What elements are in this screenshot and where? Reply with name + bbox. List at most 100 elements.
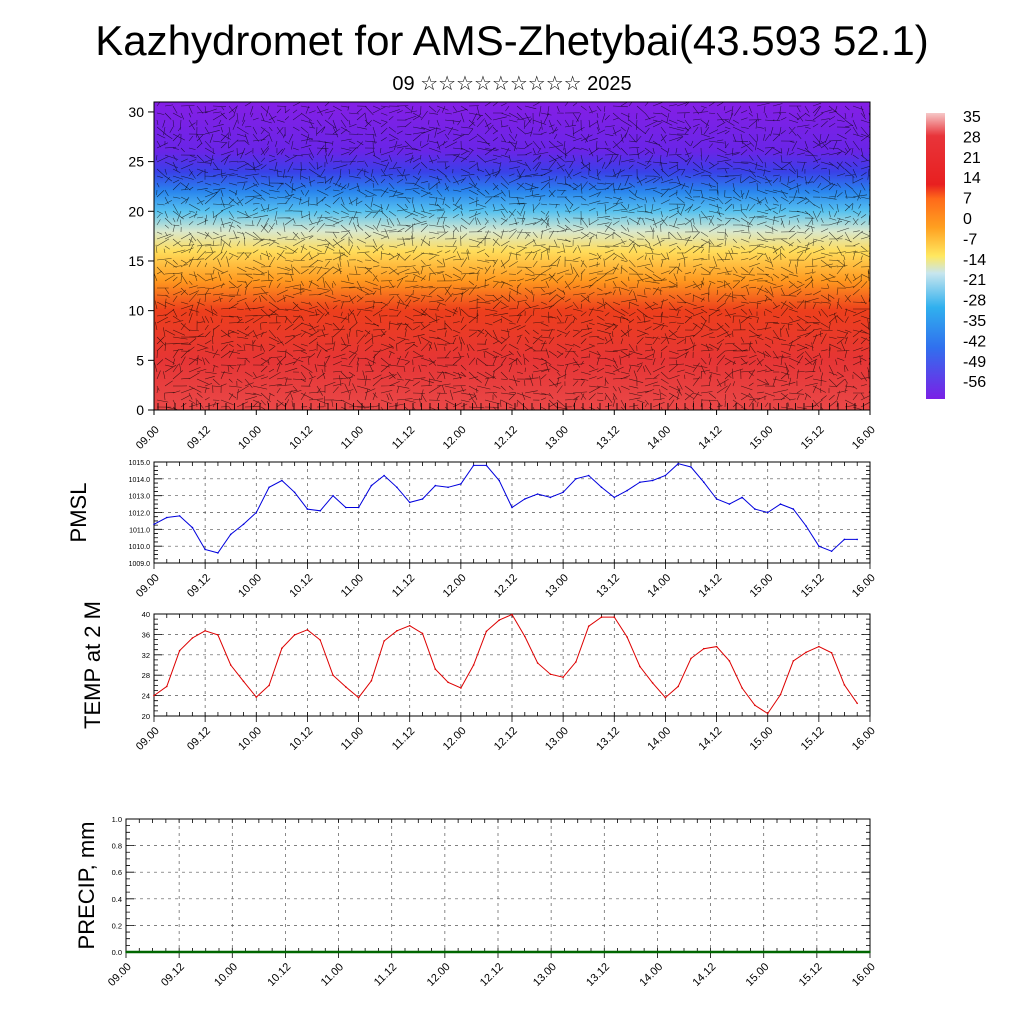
data-point bbox=[434, 668, 437, 670]
x-tick-label: 13.12 bbox=[594, 725, 622, 753]
y-tick-label: 0.4 bbox=[112, 895, 122, 904]
y-tick-label: 1009.0 bbox=[129, 561, 151, 568]
data-point bbox=[792, 508, 795, 510]
data-point bbox=[536, 662, 539, 664]
data-point bbox=[754, 704, 756, 707]
data-point bbox=[268, 684, 270, 687]
data-point bbox=[524, 498, 526, 500]
colorbar-label: 14 bbox=[963, 170, 981, 187]
x-tick-label: 12.12 bbox=[478, 961, 506, 989]
data-point bbox=[779, 503, 782, 505]
data-point bbox=[434, 484, 437, 487]
wind-vectors bbox=[154, 102, 870, 410]
data-point bbox=[498, 479, 501, 482]
data-point bbox=[421, 632, 424, 635]
y-tick-label: 0.0 bbox=[112, 948, 122, 957]
cross-section-y-axis: 0 5 10 15 20 25 30 bbox=[128, 104, 154, 418]
data-point bbox=[651, 682, 654, 684]
colorbar-label: -14 bbox=[963, 252, 986, 269]
cross-section-x-axis: 09.00 09.12 10.00 10.12 11.00 11.12 12.00 12.12… bbox=[134, 410, 878, 452]
x-tick-label: 10.00 bbox=[236, 424, 264, 452]
data-point bbox=[818, 545, 820, 547]
data-point bbox=[741, 496, 743, 499]
surface-heat-cells bbox=[162, 350, 852, 410]
x-tick-label: 12.00 bbox=[441, 725, 469, 753]
y-tick-label: 0.2 bbox=[112, 921, 122, 930]
data-point bbox=[575, 661, 577, 663]
x-tick-label: 14.12 bbox=[696, 572, 724, 600]
data-point bbox=[511, 506, 513, 509]
colorbar-label: -49 bbox=[963, 354, 986, 371]
x-tick-label: 10.00 bbox=[236, 725, 264, 753]
data-point bbox=[715, 645, 718, 648]
colorbar-label: 0 bbox=[963, 211, 972, 228]
colorbar-label: -7 bbox=[963, 231, 977, 248]
x-tick-label: 13.00 bbox=[531, 961, 559, 989]
y-tick-label: 32 bbox=[142, 651, 150, 660]
x-tick-label: 12.00 bbox=[441, 572, 469, 600]
x-tick-label: 11.00 bbox=[339, 725, 366, 752]
data-point bbox=[754, 508, 756, 510]
x-tick-label: 12.12 bbox=[492, 725, 520, 753]
data-point bbox=[587, 625, 590, 627]
x-tick-label: 10.12 bbox=[265, 961, 293, 989]
y-tick-label: 20 bbox=[128, 203, 144, 219]
x-tick-label: 15.12 bbox=[799, 725, 827, 753]
data-point bbox=[805, 525, 807, 527]
x-tick-label: 09.00 bbox=[134, 725, 162, 753]
data-point bbox=[498, 619, 501, 621]
x-tick-label: 14.00 bbox=[637, 961, 665, 989]
x-tick-label: 11.12 bbox=[390, 725, 417, 752]
data-point bbox=[460, 687, 462, 689]
x-tick-label: 15.00 bbox=[744, 961, 772, 989]
y-tick-label: 36 bbox=[142, 630, 150, 639]
x-tick-label: 14.12 bbox=[690, 961, 718, 989]
data-point bbox=[600, 486, 603, 489]
data-point bbox=[651, 479, 654, 482]
x-tick-label: 13.00 bbox=[543, 572, 571, 600]
x-tick-label: 14.00 bbox=[645, 424, 673, 452]
data-point bbox=[370, 680, 373, 682]
data-point bbox=[843, 684, 846, 686]
y-tick-label: 40 bbox=[142, 610, 150, 619]
y-tick-label: 15 bbox=[128, 253, 144, 269]
data-point bbox=[472, 664, 475, 666]
data-point bbox=[306, 508, 309, 510]
data-point bbox=[715, 498, 718, 500]
data-point bbox=[345, 506, 347, 509]
grid-lines bbox=[153, 613, 871, 717]
pmsl-panel: 1009.0 1010.0 1011.0 1012.0 1013.0 1014.0 1015… bbox=[66, 460, 878, 600]
chart-subtitle: 09 ☆☆☆☆☆☆☆☆☆ 2025 bbox=[392, 73, 632, 95]
data-point bbox=[766, 511, 769, 514]
data-point bbox=[562, 491, 564, 494]
data-point bbox=[664, 474, 667, 477]
data-point bbox=[281, 647, 283, 649]
x-tick-label: 10.00 bbox=[236, 572, 264, 600]
x-tick-label: 16.00 bbox=[850, 572, 878, 600]
data-point bbox=[562, 676, 564, 678]
data-point bbox=[166, 516, 168, 519]
data-point bbox=[703, 647, 705, 650]
data-point bbox=[639, 665, 641, 668]
x-tick-label: 11.00 bbox=[319, 961, 346, 988]
data-point bbox=[460, 483, 462, 485]
panel-frame bbox=[153, 461, 871, 564]
x-tick-label: 13.12 bbox=[584, 961, 612, 989]
x-tick-label: 09.12 bbox=[185, 572, 213, 600]
data-point bbox=[728, 660, 731, 662]
colorbar-label: 28 bbox=[963, 129, 981, 146]
colorbar-fill bbox=[926, 113, 945, 399]
data-point bbox=[125, 951, 127, 953]
colorbar-label: 7 bbox=[963, 191, 972, 208]
y-tick-label: 28 bbox=[142, 671, 150, 680]
x-tick-label: 12.00 bbox=[425, 961, 453, 989]
data-point bbox=[677, 685, 679, 688]
x-tick-label: 11.12 bbox=[390, 572, 417, 599]
x-tick-label: 10.12 bbox=[287, 725, 315, 753]
y-tick-label: 20 bbox=[142, 712, 150, 721]
data-point bbox=[856, 538, 858, 541]
y-tick-label: 1012.0 bbox=[129, 511, 151, 518]
colorbar-label: -35 bbox=[963, 313, 986, 330]
data-point bbox=[613, 616, 616, 618]
data-point bbox=[396, 630, 398, 632]
